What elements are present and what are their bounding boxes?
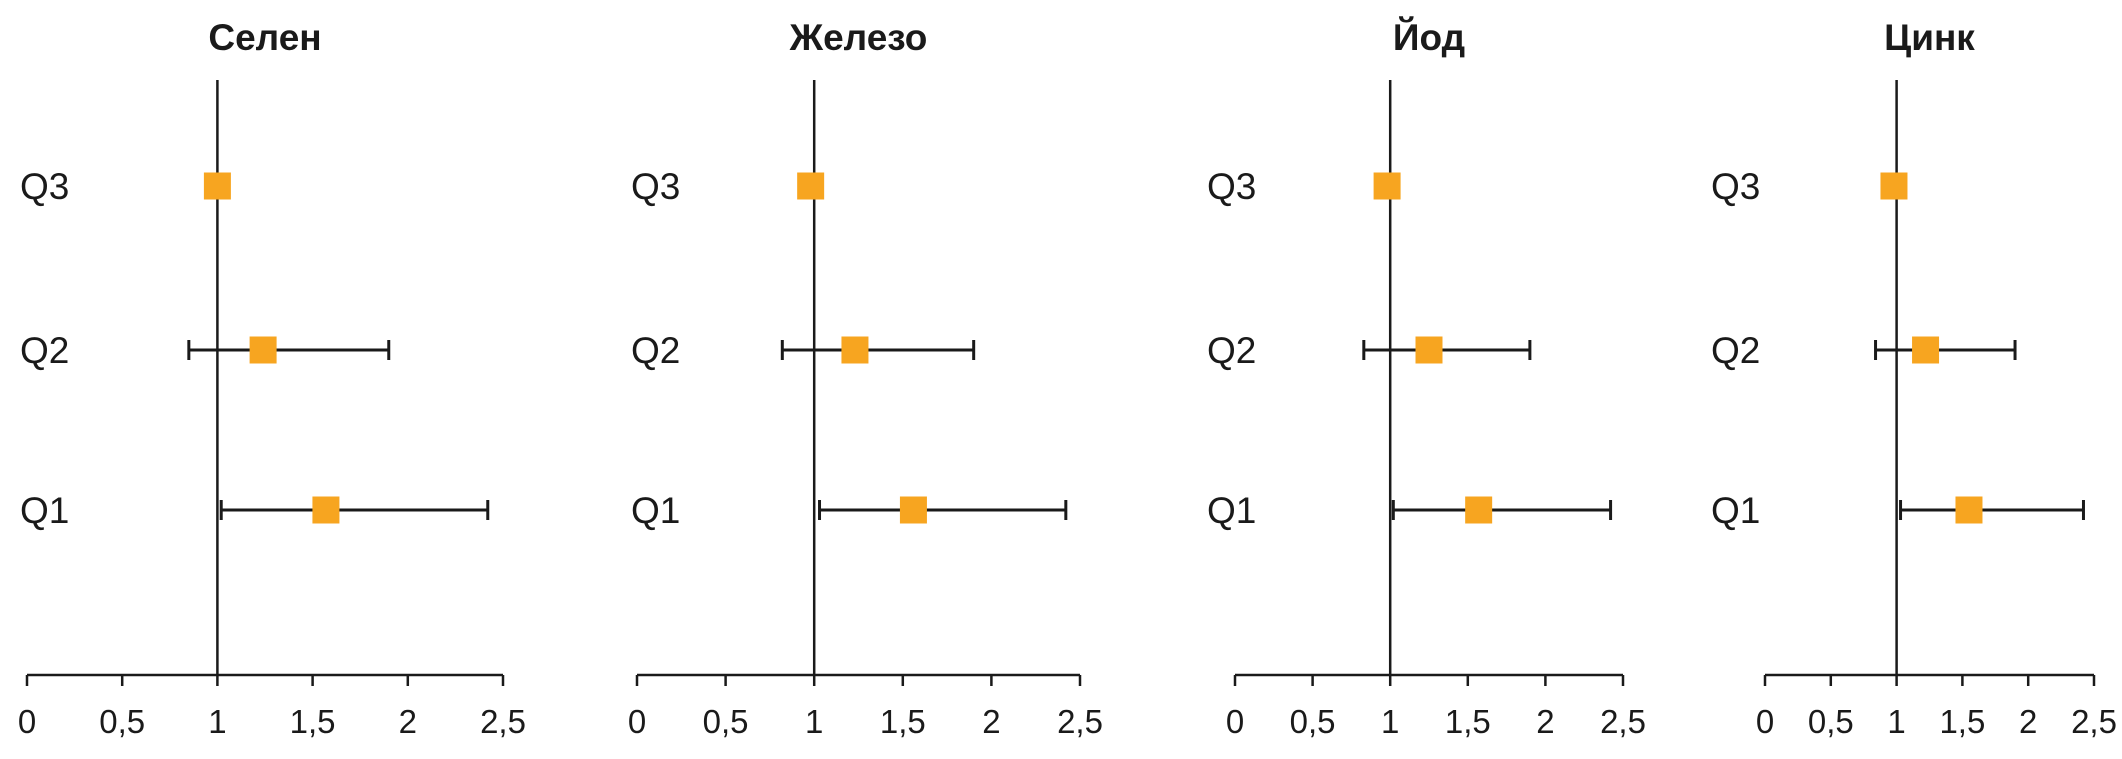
estimate-marker <box>1955 496 1983 524</box>
estimate-marker <box>1465 496 1493 524</box>
x-tick-label: 0,5 <box>99 703 145 740</box>
category-label: Q1 <box>1207 490 1256 531</box>
x-tick-label: 2 <box>399 703 417 740</box>
panel-title: Железо <box>789 17 928 58</box>
panel-1: Селен 0 0,5 1 1,5 2 2,5 Q3 Q2 Q1 <box>18 17 526 740</box>
estimate-marker <box>1880 172 1908 200</box>
x-tick-label: 1 <box>1887 703 1905 740</box>
x-tick-label: 2,5 <box>1057 703 1103 740</box>
x-tick-label: 2,5 <box>480 703 526 740</box>
estimate-marker <box>203 172 231 200</box>
category-label: Q1 <box>631 490 680 531</box>
category-label: Q2 <box>1207 330 1256 371</box>
x-tick-label: 0,5 <box>1290 703 1336 740</box>
category-label: Q2 <box>1711 330 1760 371</box>
estimate-marker <box>312 496 340 524</box>
x-tick-label: 1,5 <box>1939 703 1985 740</box>
category-label: Q2 <box>631 330 680 371</box>
category-label: Q3 <box>631 166 680 207</box>
x-tick-label: 0,5 <box>703 703 749 740</box>
estimate-marker <box>1912 336 1940 364</box>
category-label: Q3 <box>1207 166 1256 207</box>
panel-3: Йод 0 0,5 1 1,5 2 2,5 Q3 Q2 Q1 <box>1207 16 1646 740</box>
x-tick-label: 1 <box>1381 703 1399 740</box>
panel-title: Цинк <box>1884 17 1975 58</box>
x-tick-label: 0,5 <box>1808 703 1854 740</box>
x-tick-label: 0 <box>628 703 646 740</box>
x-tick-label: 2 <box>1536 703 1554 740</box>
category-label: Q1 <box>20 490 69 531</box>
panel-title: Селен <box>208 17 321 58</box>
estimate-marker <box>841 336 869 364</box>
estimate-marker <box>249 336 277 364</box>
panel-title: Йод <box>1393 16 1465 58</box>
x-tick-label: 0 <box>1756 703 1774 740</box>
x-tick-label: 2,5 <box>2071 703 2117 740</box>
estimate-marker <box>899 496 927 524</box>
x-tick-label: 1,5 <box>880 703 926 740</box>
category-label: Q1 <box>1711 490 1760 531</box>
estimate-marker <box>1415 336 1443 364</box>
estimate-marker <box>797 172 825 200</box>
x-tick-label: 1,5 <box>290 703 336 740</box>
category-label: Q2 <box>20 330 69 371</box>
x-tick-label: 2,5 <box>1600 703 1646 740</box>
x-tick-label: 1,5 <box>1445 703 1491 740</box>
category-label: Q3 <box>1711 166 1760 207</box>
panel-2: Железо 0 0,5 1 1,5 2 2,5 Q3 Q2 Q1 <box>628 17 1103 740</box>
panel-4: Цинк 0 0,5 1 1,5 2 2,5 Q3 Q2 Q1 <box>1711 17 2117 740</box>
x-tick-label: 1 <box>805 703 823 740</box>
x-tick-label: 2 <box>982 703 1000 740</box>
category-label: Q3 <box>20 166 69 207</box>
x-tick-label: 2 <box>2019 703 2037 740</box>
x-tick-label: 1 <box>208 703 226 740</box>
x-tick-label: 0 <box>18 703 36 740</box>
estimate-marker <box>1373 172 1401 200</box>
x-tick-label: 0 <box>1226 703 1244 740</box>
